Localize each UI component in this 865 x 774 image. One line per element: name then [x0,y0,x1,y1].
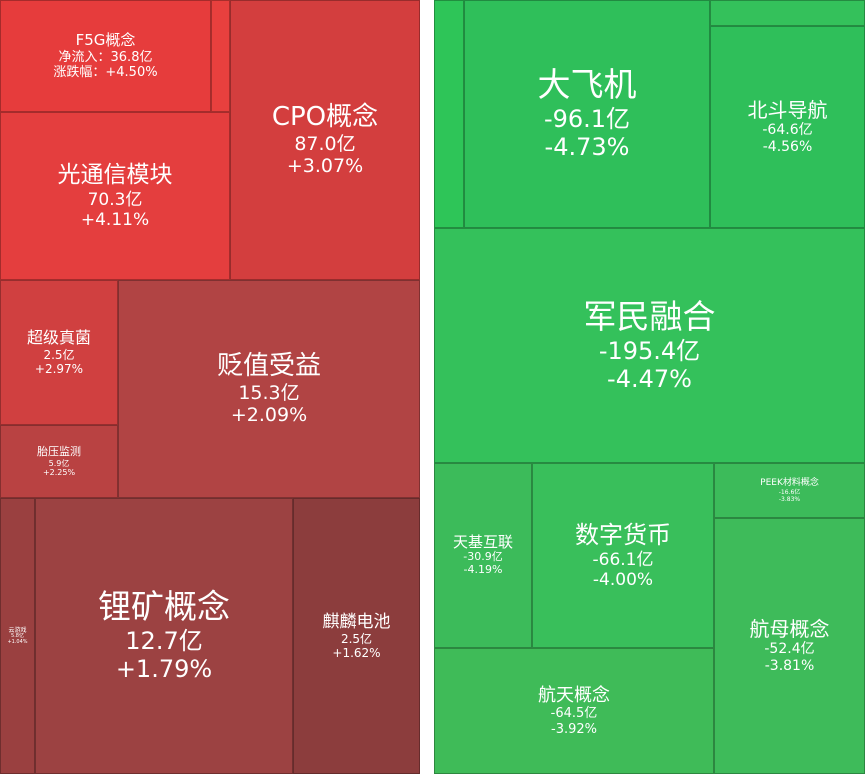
tile-pct: +1.79% [115,655,213,684]
tile-value: 12.7亿 [125,627,203,656]
tile-value: -195.4亿 [598,336,701,365]
tile-pct: +3.07% [286,155,364,178]
tile-name: CPO概念 [271,102,379,133]
treemap-tile[interactable]: 大飞机 -96.1亿 -4.73% [464,0,710,228]
treemap-tile[interactable]: CPO概念 87.0亿 +3.07% [230,0,420,280]
tile-value: 2.5亿 [43,347,75,362]
tile-name: PEEK材料概念 [760,478,819,489]
tile-name: 贬值受益 [216,351,321,382]
treemap-tile[interactable] [434,0,464,228]
tile-pct: +1.04% [7,638,28,645]
tile-pct: +1.62% [332,646,381,661]
tile-pct: +2.09% [230,404,308,427]
tile-name: 光通信模块 [57,162,173,189]
tile-pct: -3.92% [551,721,597,737]
tile-value: -16.6亿 [778,488,801,496]
treemap-tile[interactable]: 胎压监测 5.9亿 +2.25% [0,425,118,498]
treemap-tile[interactable]: 天基互联 -30.9亿 -4.19% [434,463,532,648]
tile-pct: +2.97% [34,361,84,376]
tile-name: 麒麟电池 [322,611,391,632]
tile-pct: -3.83% [778,495,801,503]
treemap-tile[interactable]: 航母概念 -52.4亿 -3.81% [714,518,865,774]
tile-pct: +2.25% [42,467,76,477]
tile-value: -66.1亿 [592,549,654,570]
tile-pct: -4.00% [592,569,654,590]
tile-pct: 涨跌幅：+4.50% [53,64,158,80]
treemap-tile[interactable]: 军民融合 -195.4亿 -4.47% [434,228,865,463]
treemap-tile[interactable] [211,0,230,112]
tile-value: -64.6亿 [762,122,813,139]
tile-value: -30.9亿 [463,550,503,564]
tile-name: F5G概念 [75,30,136,49]
left-treemap: F5G概念 净流入：36.8亿 涨跌幅：+4.50% CPO概念 87.0亿 +3.07%… [0,0,420,774]
treemap-tile[interactable]: 数字货币 -66.1亿 -4.00% [532,463,714,648]
treemap-tile[interactable]: 云游戏 5.8亿 +1.04% [0,498,35,774]
tile-name: 超级真菌 [26,327,91,347]
treemap-tile[interactable]: 锂矿概念 12.7亿 +1.79% [35,498,293,774]
tile-value: 15.3亿 [238,381,300,404]
tile-value: 2.5亿 [340,631,373,646]
tile-name: 天基互联 [452,532,513,551]
treemap-tile[interactable]: 超级真菌 2.5亿 +2.97% [0,280,118,425]
tile-value: 净流入：36.8亿 [58,49,153,65]
tile-name: 数字货币 [575,521,671,550]
tile-pct: -4.73% [544,133,630,162]
tile-value: 70.3亿 [87,189,143,210]
tile-pct: +4.11% [80,209,150,230]
treemap-tile[interactable]: PEEK材料概念 -16.6亿 -3.83% [714,463,865,518]
tile-name: 大飞机 [537,65,637,105]
treemap-tile[interactable]: 光通信模块 70.3亿 +4.11% [0,112,230,280]
tile-name: 北斗导航 [747,97,828,122]
tile-name: 航天概念 [538,685,610,707]
treemap-tile[interactable]: 麒麟电池 2.5亿 +1.62% [293,498,420,774]
treemap-tile[interactable]: 北斗导航 -64.6亿 -4.56% [710,26,865,228]
right-treemap: 大飞机 -96.1亿 -4.73% 北斗导航 -64.6亿 -4.56% 军民融合 -195.… [434,0,865,774]
tile-value: -64.5亿 [550,706,598,722]
treemap-tile[interactable]: 航天概念 -64.5亿 -3.92% [434,648,714,774]
tile-value: -96.1亿 [543,105,631,134]
tile-pct: -4.19% [463,563,503,577]
treemap-tile[interactable]: 贬值受益 15.3亿 +2.09% [118,280,420,498]
tile-name: 云游戏 [8,626,27,634]
tile-name: 航母概念 [749,616,830,641]
tile-name: 锂矿概念 [98,587,230,627]
tile-name: 军民融合 [583,296,716,336]
tile-pct: -4.56% [762,138,813,155]
treemap-tile[interactable]: F5G概念 净流入：36.8亿 涨跌幅：+4.50% [0,0,211,112]
tile-pct: -4.47% [607,364,692,393]
tile-value: 5.8亿 [11,632,24,639]
tile-value: 5.9亿 [48,458,70,468]
tile-value: -52.4亿 [764,641,815,658]
tile-pct: -3.81% [764,657,815,674]
treemap-tile[interactable] [710,0,865,26]
tile-name: 胎压监测 [37,444,81,458]
tile-value: 87.0亿 [294,132,356,155]
